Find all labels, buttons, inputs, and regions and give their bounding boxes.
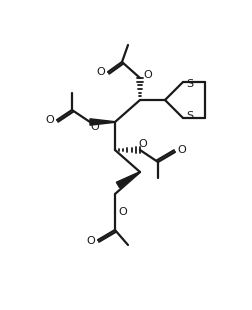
Text: O: O (177, 145, 186, 155)
Polygon shape (90, 119, 115, 125)
Polygon shape (116, 172, 140, 188)
Text: O: O (118, 207, 127, 217)
Text: O: O (90, 122, 99, 132)
Text: O: O (143, 70, 152, 80)
Text: S: S (186, 79, 193, 89)
Text: S: S (186, 111, 193, 121)
Text: O: O (96, 67, 105, 77)
Text: O: O (86, 236, 95, 246)
Text: O: O (45, 115, 54, 125)
Text: O: O (138, 139, 147, 149)
